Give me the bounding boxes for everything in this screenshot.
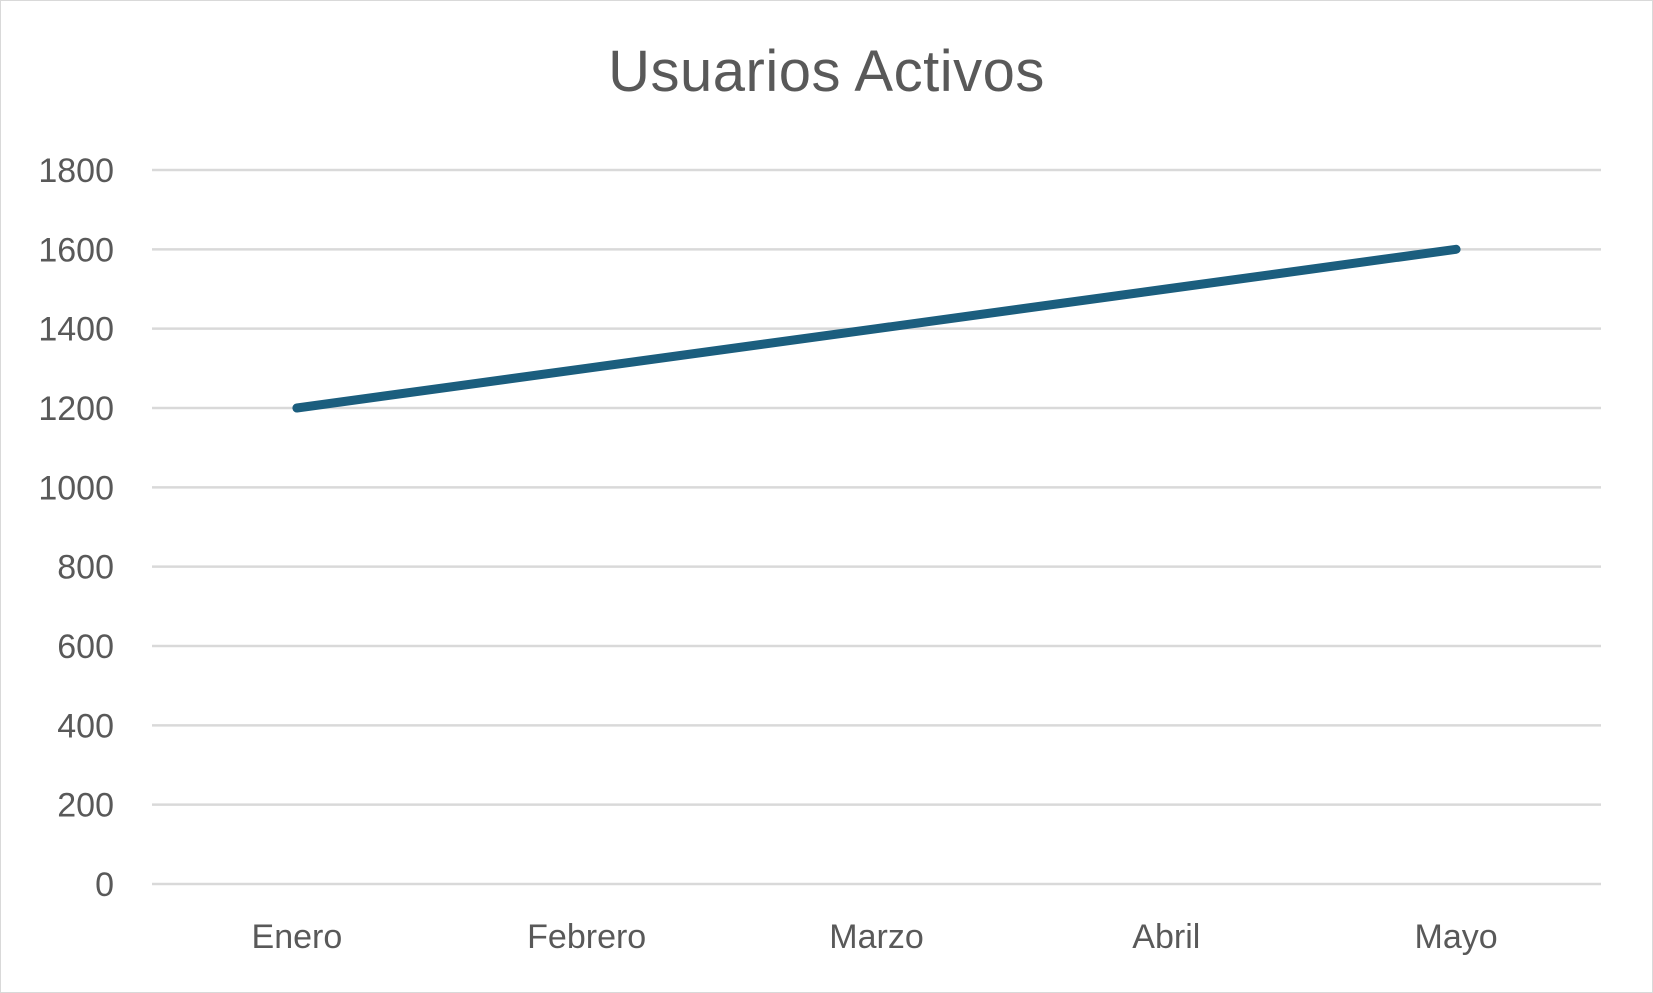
y-axis-tick-labels: 0 200 400 600 800 1000 1200 1400 1600 1800 <box>38 152 114 904</box>
series-line-0 <box>292 244 1461 413</box>
y-tick-label: 1800 <box>38 152 114 190</box>
gridlines <box>152 168 1601 886</box>
y-tick-label: 0 <box>95 866 114 904</box>
y-tick-label: 1400 <box>38 311 114 349</box>
chart-title: Usuarios Activos <box>608 39 1045 104</box>
x-tick-label: Enero <box>252 918 343 956</box>
y-tick-label: 800 <box>57 549 114 587</box>
series-lines <box>292 244 1461 413</box>
x-tick-label: Marzo <box>829 918 923 956</box>
y-tick-label: 200 <box>57 787 114 825</box>
y-tick-label: 1200 <box>38 390 114 428</box>
y-tick-label: 1000 <box>38 469 114 507</box>
x-tick-label: Febrero <box>527 918 646 956</box>
y-tick-label: 1600 <box>38 231 114 269</box>
x-tick-label: Abril <box>1132 918 1200 956</box>
y-tick-label: 600 <box>57 628 114 666</box>
x-tick-label: Mayo <box>1415 918 1498 956</box>
x-axis-tick-labels: Enero Febrero Marzo Abril Mayo <box>252 918 1498 956</box>
y-tick-label: 400 <box>57 707 114 745</box>
